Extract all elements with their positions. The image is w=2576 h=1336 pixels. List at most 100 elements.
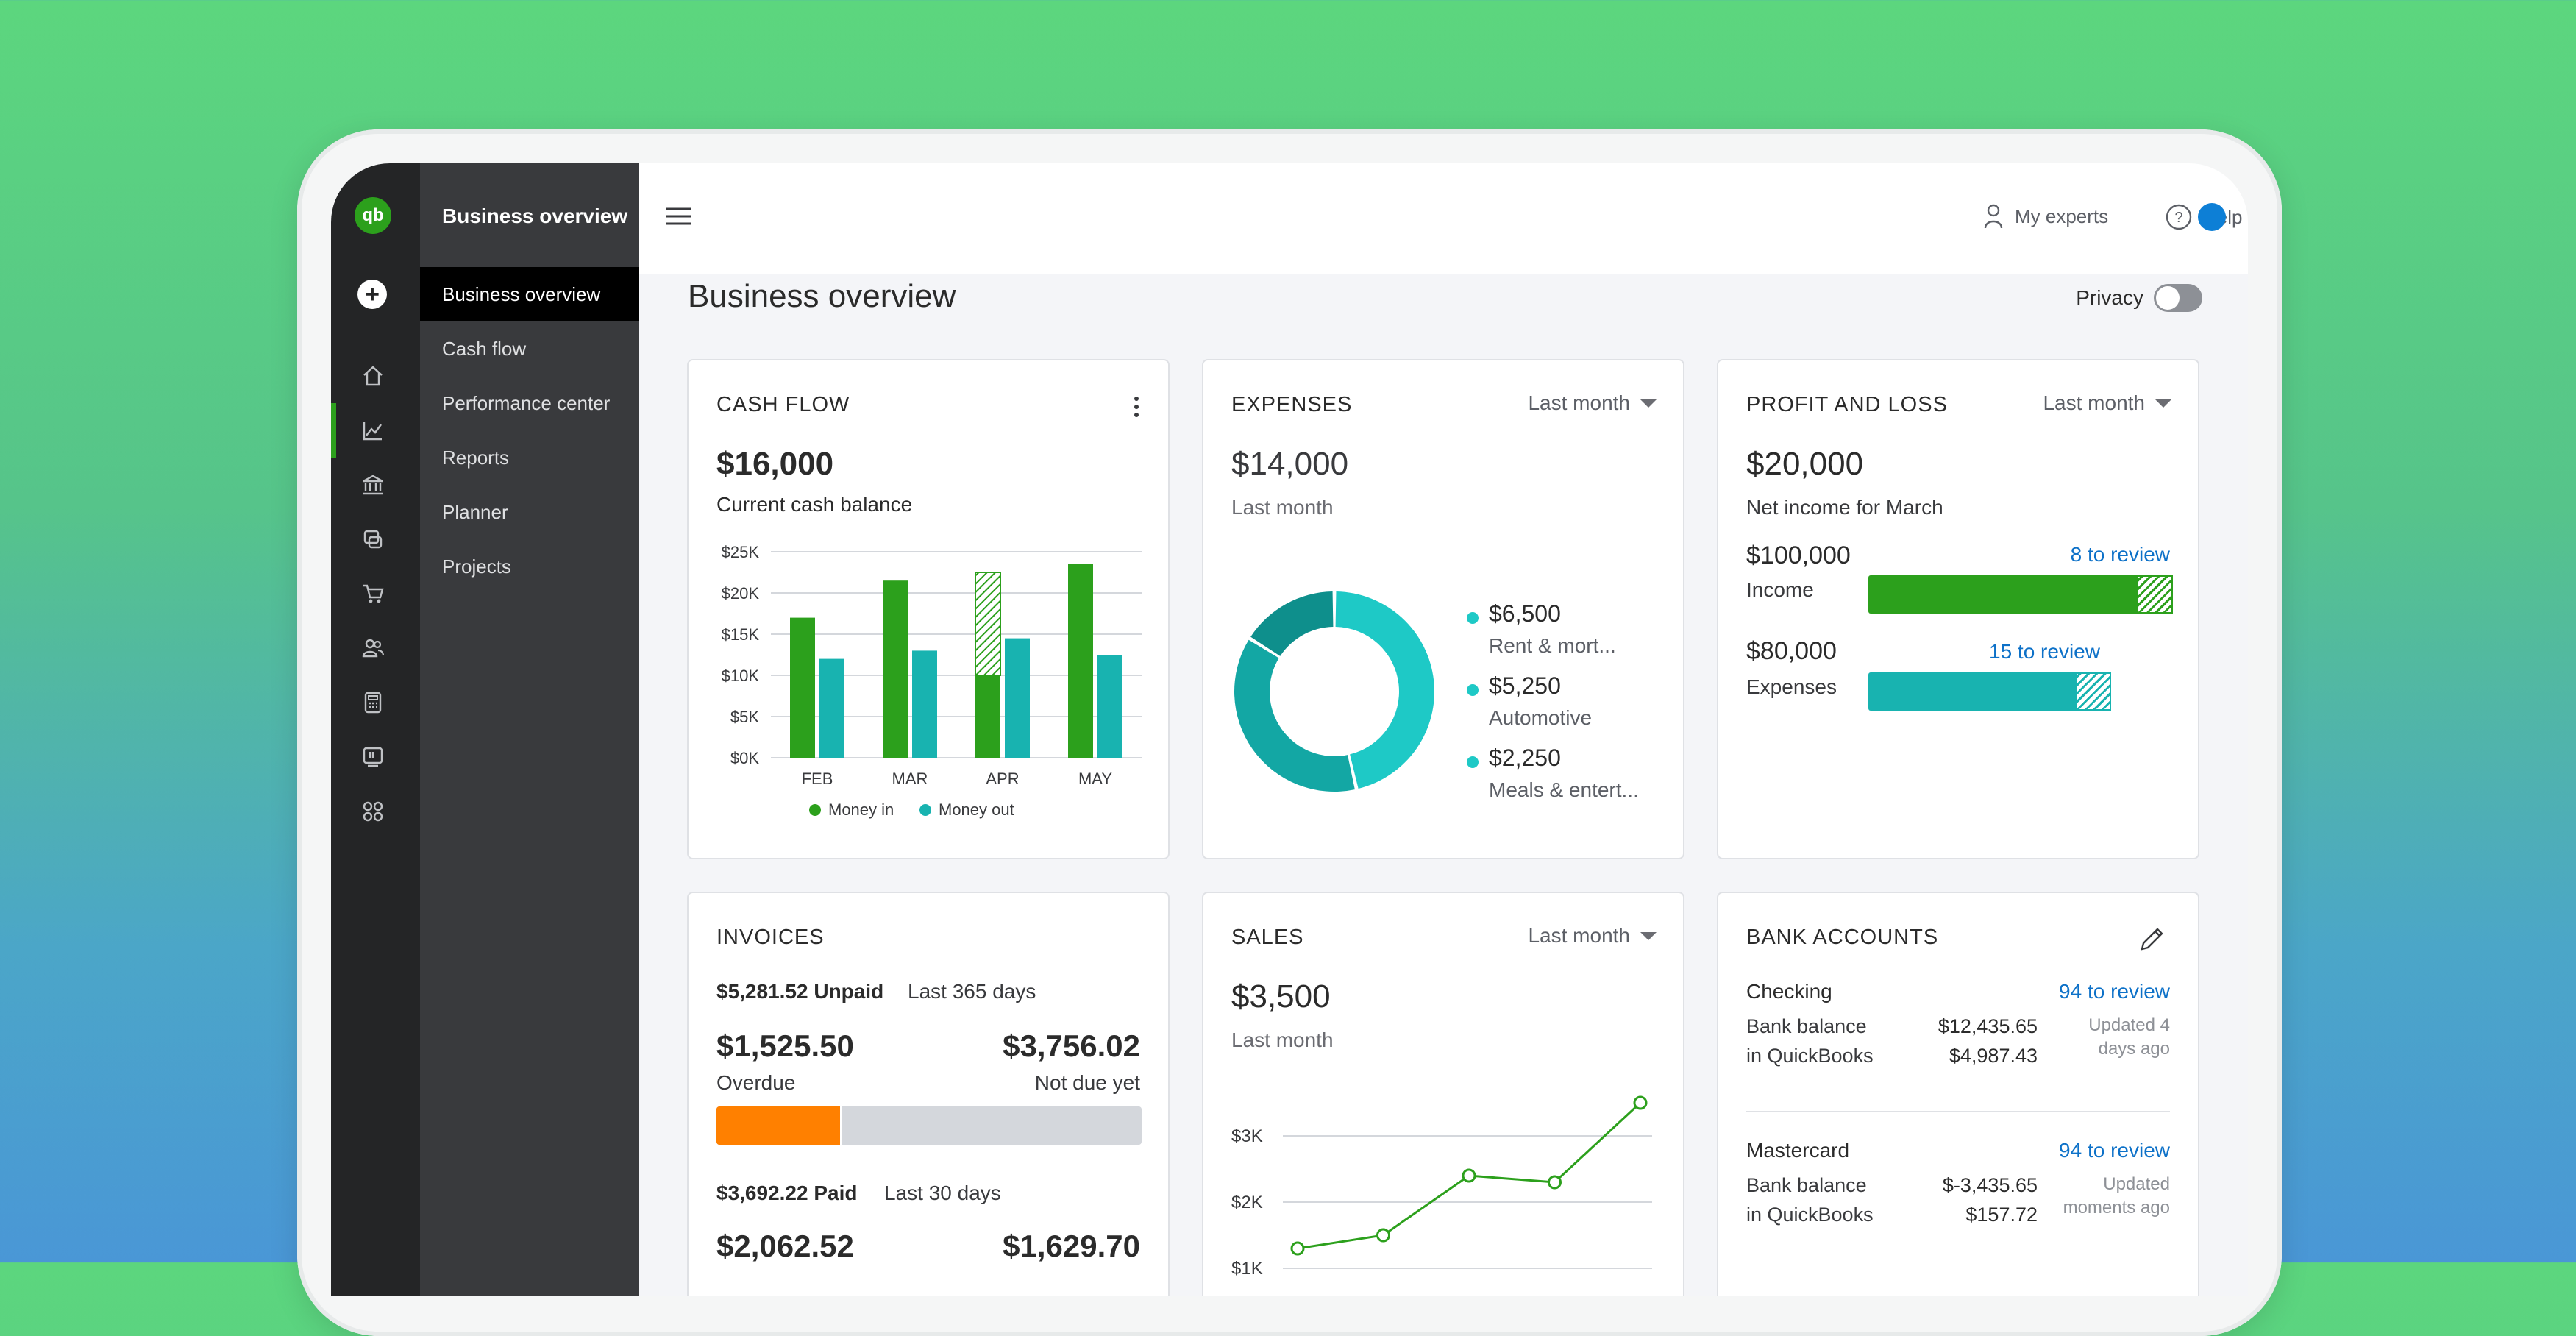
legend-dot xyxy=(1467,684,1479,696)
checking-updated-2: days ago xyxy=(2098,1039,2170,1059)
legend-dot xyxy=(1467,612,1479,624)
checking-qb-balance: $4,987.43 xyxy=(1949,1045,2038,1067)
calculator-icon[interactable] xyxy=(360,690,385,715)
paid-right-amount: $1,629.70 xyxy=(1003,1229,1140,1263)
invoices-card[interactable]: INVOICES $5,281.52 Unpaid Last 365 days … xyxy=(687,892,1170,1296)
expense-category-label: Automotive xyxy=(1489,706,1593,729)
checking-bank-balance: $12,435.65 xyxy=(1938,1015,2038,1037)
checking-account-name[interactable]: Checking xyxy=(1746,980,1832,1003)
user-avatar[interactable] xyxy=(2198,203,2226,231)
people-icon[interactable] xyxy=(360,636,385,661)
checking-updated-1: Updated 4 xyxy=(2088,1015,2170,1035)
income-review-link[interactable]: 8 to review xyxy=(2070,543,2170,566)
bar-money-out-may xyxy=(1097,655,1122,758)
invoice-icon[interactable] xyxy=(360,527,385,552)
reviewed-fill xyxy=(1868,575,2137,614)
checking-qb-balance-label: in QuickBooks xyxy=(1746,1045,1874,1067)
bank-accounts-title: BANK ACCOUNTS xyxy=(1746,925,1939,949)
bank-icon[interactable] xyxy=(360,472,385,497)
net-income-amount: $20,000 xyxy=(1746,446,1864,482)
nav-item-projects[interactable]: Projects xyxy=(442,555,511,578)
nav-item-planner[interactable]: Planner xyxy=(442,501,508,523)
cash-flow-title: CASH FLOW xyxy=(716,393,850,416)
my-experts-link[interactable]: My experts xyxy=(1982,203,2108,230)
create-new-button[interactable]: + xyxy=(357,280,387,309)
checking-review-link[interactable]: 94 to review xyxy=(2059,980,2170,1003)
overdue-label: Overdue xyxy=(716,1071,796,1094)
top-bar: My experts ? Help xyxy=(639,163,2248,274)
cards-layer: CASH FLOW $16,000 Current cash balance $… xyxy=(331,163,2248,1296)
expenses-period-dropdown[interactable]: Last month xyxy=(1528,391,1657,415)
expenses-subtitle: Last month xyxy=(1231,496,1334,519)
nav-item-reports[interactable]: Reports xyxy=(442,447,510,469)
donut-segment-1 xyxy=(1335,591,1434,789)
bar-money-in-projected-apr xyxy=(975,572,1001,676)
expense-category-label: Rent & mort... xyxy=(1489,634,1616,657)
bar-money-out-feb xyxy=(819,658,844,758)
y-tick-label: $2K xyxy=(1231,1193,1263,1212)
sales-point-3 xyxy=(1462,1168,1476,1183)
nav-item-performance-center[interactable]: Performance center xyxy=(442,392,611,414)
x-tick-label: FEB xyxy=(802,770,833,788)
more-options-icon[interactable] xyxy=(1133,396,1140,422)
y-tick-label: $25K xyxy=(722,543,760,561)
unpaid-amount: $5,281.52 Unpaid xyxy=(716,980,884,1003)
to-review-fill xyxy=(2136,575,2173,614)
chart-icon[interactable] xyxy=(360,418,385,443)
invoices-unpaid-bar[interactable] xyxy=(716,1106,1142,1145)
cash-balance-label: Current cash balance xyxy=(716,493,913,516)
expenses-progress-bar xyxy=(1868,672,2111,711)
expenses-review-link[interactable]: 15 to review xyxy=(1989,640,2100,663)
y-tick-label: $10K xyxy=(722,667,760,685)
mastercard-account-name[interactable]: Mastercard xyxy=(1746,1139,1850,1162)
page-title: Business overview xyxy=(688,278,956,314)
expenses-donut-chart[interactable] xyxy=(1231,589,1437,795)
mastercard-review-link[interactable]: 94 to review xyxy=(2059,1139,2170,1162)
income-amount: $100,000 xyxy=(1746,541,1851,569)
sales-line-chart[interactable]: $1K $2K $3K xyxy=(1203,1062,1686,1296)
sales-card[interactable]: SALES Last month $3,500 Last month $1K $2… xyxy=(1202,892,1684,1296)
svg-text:?: ? xyxy=(2174,210,2182,226)
edit-pencil-icon[interactable] xyxy=(2138,924,2167,957)
apps-icon[interactable] xyxy=(360,799,385,824)
nav-item-cash-flow[interactable]: Cash flow xyxy=(442,338,527,360)
bar-money-in-feb xyxy=(790,617,815,758)
privacy-toggle-group: Privacy xyxy=(2076,284,2202,312)
sales-subtitle: Last month xyxy=(1231,1028,1334,1051)
profit-loss-period-dropdown[interactable]: Last month xyxy=(2043,391,2171,415)
y-tick-label: $1K xyxy=(1231,1259,1263,1279)
bank-accounts-card[interactable]: BANK ACCOUNTS Checking 94 to review Bank… xyxy=(1717,892,2199,1296)
x-tick-label: MAR xyxy=(892,770,928,788)
tax-icon[interactable] xyxy=(360,745,385,770)
quickbooks-logo-icon[interactable]: qb xyxy=(355,197,391,234)
sales-period-dropdown[interactable]: Last month xyxy=(1528,924,1657,948)
privacy-toggle[interactable] xyxy=(2154,284,2202,312)
expense-category-label: Meals & entert... xyxy=(1489,778,1639,801)
legend-money-in-label: Money in xyxy=(828,800,894,819)
bar-money-out-mar xyxy=(912,650,937,758)
nav-item-business-overview[interactable]: Business overview xyxy=(420,267,639,321)
y-tick-label: $5K xyxy=(730,708,759,726)
legend-money-out-swatch xyxy=(919,804,931,816)
bar-money-out-apr xyxy=(1005,638,1030,758)
cash-flow-bar-chart[interactable]: $0K $5K $10K $15K $20K $25K FEB MAR APR MAY Money … xyxy=(689,537,1171,831)
expenses-card[interactable]: EXPENSES Last month $14,000 Last month $… xyxy=(1202,359,1684,859)
overdue-fill xyxy=(716,1106,842,1145)
income-progress-bar xyxy=(1868,575,2173,614)
cash-flow-card[interactable]: CASH FLOW $16,000 Current cash balance $… xyxy=(687,359,1170,859)
bar-money-in-may xyxy=(1068,564,1093,758)
expense-category-amount: $2,250 xyxy=(1489,745,1561,771)
icon-rail: qb + xyxy=(331,163,420,1296)
chevron-down-icon xyxy=(2155,399,2171,408)
hamburger-menu-icon[interactable] xyxy=(664,206,692,227)
mastercard-bank-balance: $-3,435.65 xyxy=(1942,1174,2038,1196)
home-icon[interactable] xyxy=(360,363,385,388)
help-icon: ? xyxy=(2166,204,2192,230)
profit-loss-card[interactable]: PROFIT AND LOSS Last month $20,000 Net i… xyxy=(1717,359,2199,859)
legend-dot xyxy=(1467,756,1479,768)
y-tick-label: $0K xyxy=(730,749,759,767)
cash-balance-amount: $16,000 xyxy=(716,446,834,482)
cart-icon[interactable] xyxy=(360,581,385,606)
paid-period: Last 30 days xyxy=(884,1182,1001,1204)
mastercard-bank-balance-label: Bank balance xyxy=(1746,1174,1867,1196)
